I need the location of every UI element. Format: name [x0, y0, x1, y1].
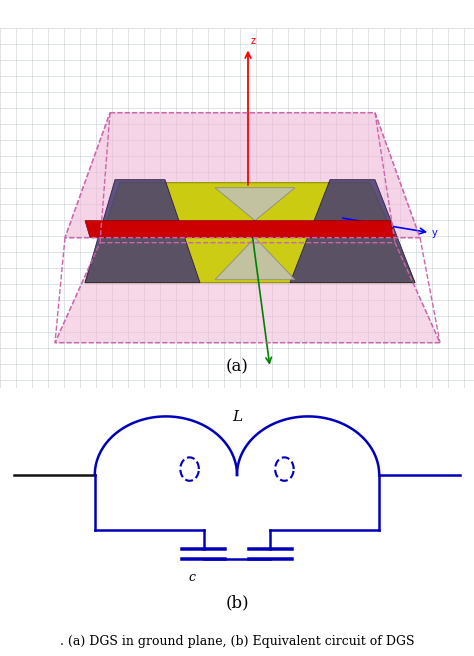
- Polygon shape: [85, 182, 415, 283]
- Polygon shape: [85, 220, 395, 237]
- Polygon shape: [290, 180, 415, 283]
- Text: z: z: [251, 35, 256, 46]
- Polygon shape: [65, 113, 420, 237]
- Polygon shape: [215, 237, 295, 279]
- Text: L: L: [232, 410, 242, 424]
- Text: (b): (b): [225, 594, 249, 611]
- Polygon shape: [55, 243, 440, 342]
- Text: (a): (a): [226, 359, 248, 376]
- Text: c: c: [189, 571, 195, 584]
- Polygon shape: [85, 180, 200, 283]
- Text: . (a) DGS in ground plane, (b) Equivalent circuit of DGS: . (a) DGS in ground plane, (b) Equivalen…: [60, 635, 414, 648]
- Polygon shape: [215, 188, 295, 220]
- Text: y: y: [432, 228, 438, 237]
